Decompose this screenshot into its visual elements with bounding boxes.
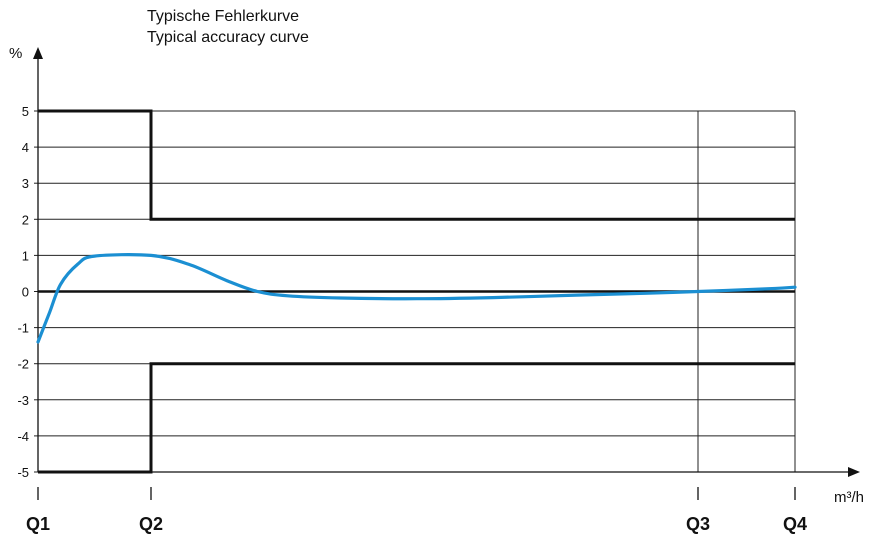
y-tick-label: -4 — [17, 429, 29, 444]
x-axis-label: m³/h — [834, 489, 864, 506]
chart-subtitle: Typical accuracy curve — [147, 29, 309, 46]
series-layer — [36, 253, 797, 344]
label-layer: 5 4 3 2 1 0 -1 -2 -3 -4 -5% m³/h Q1 Q2 Q3 Q4 — [9, 45, 864, 534]
x-tick-label: Q1 — [26, 514, 50, 534]
y-tick-label: -5 — [17, 465, 29, 480]
y-axis-arrow — [33, 47, 43, 59]
y-tick-label: -3 — [17, 393, 29, 408]
accuracy-curve — [36, 253, 797, 344]
y-tick-label: 4 — [22, 140, 29, 155]
y-tick-label: 1 — [22, 248, 29, 263]
x-axis-arrow — [848, 467, 860, 477]
x-tick-label: Q3 — [686, 514, 710, 534]
y-tick-label: -1 — [17, 321, 29, 336]
y-tick-label: 2 — [22, 212, 29, 227]
y-tick-label: 3 — [22, 176, 29, 191]
y-tick-label: -2 — [17, 357, 29, 372]
lower-limit-line — [38, 362, 795, 474]
axes-layer — [33, 47, 860, 500]
x-tick-label: Q2 — [139, 514, 163, 534]
y-tick-label: 0 — [22, 285, 29, 300]
y-axis-label: % — [9, 45, 22, 62]
y-tick-label: 5 — [22, 104, 29, 119]
chart-title: Typische Fehlerkurve — [147, 8, 300, 25]
upper-limit-line — [38, 109, 795, 221]
x-tick-label: Q4 — [783, 514, 807, 534]
